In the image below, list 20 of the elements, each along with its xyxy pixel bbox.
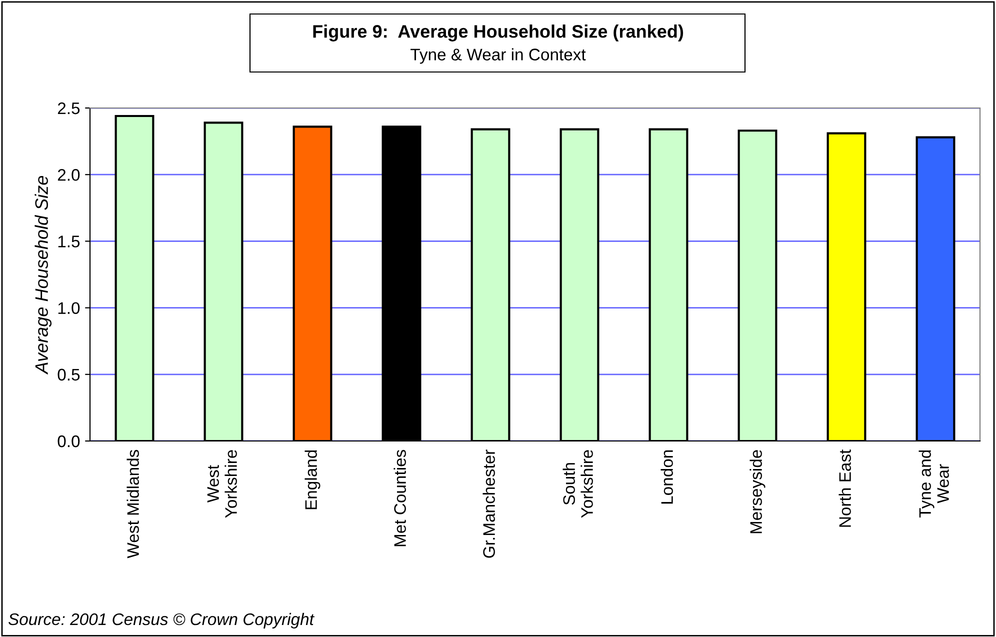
x-tick-label: London xyxy=(660,450,673,504)
x-tick-label: England xyxy=(304,450,320,510)
x-tick-label: Tyne and Wear xyxy=(918,450,949,518)
y-axis-title: Average Household Size xyxy=(34,176,52,375)
x-tick-label: North East xyxy=(838,449,851,527)
y-tick-label: 2.0 xyxy=(58,169,80,181)
y-tick-label: 2.5 xyxy=(58,102,80,114)
y-tick-label: 1.0 xyxy=(58,302,80,314)
x-tick-label: West Yorkshire xyxy=(207,450,237,518)
x-tick-label: West Midlands xyxy=(126,450,139,558)
chart-subtitle: Tyne & Wear in Context xyxy=(410,48,586,64)
y-tick-label: 0.5 xyxy=(58,368,80,381)
x-tick-label: South Yorkshire xyxy=(562,450,593,518)
source-note: Source: 2001 Census © Crown Copyright xyxy=(8,612,315,628)
y-tick-label: 1.5 xyxy=(58,236,80,248)
x-tick-label: Gr.Manchester xyxy=(482,450,495,558)
x-tick-label: Met Counties xyxy=(394,450,406,546)
chart-title: Figure 9: Average Household Size (ranked) xyxy=(313,24,684,42)
y-tick-label: 0.0 xyxy=(58,435,80,448)
x-tick-label: Merseyside xyxy=(750,450,766,534)
